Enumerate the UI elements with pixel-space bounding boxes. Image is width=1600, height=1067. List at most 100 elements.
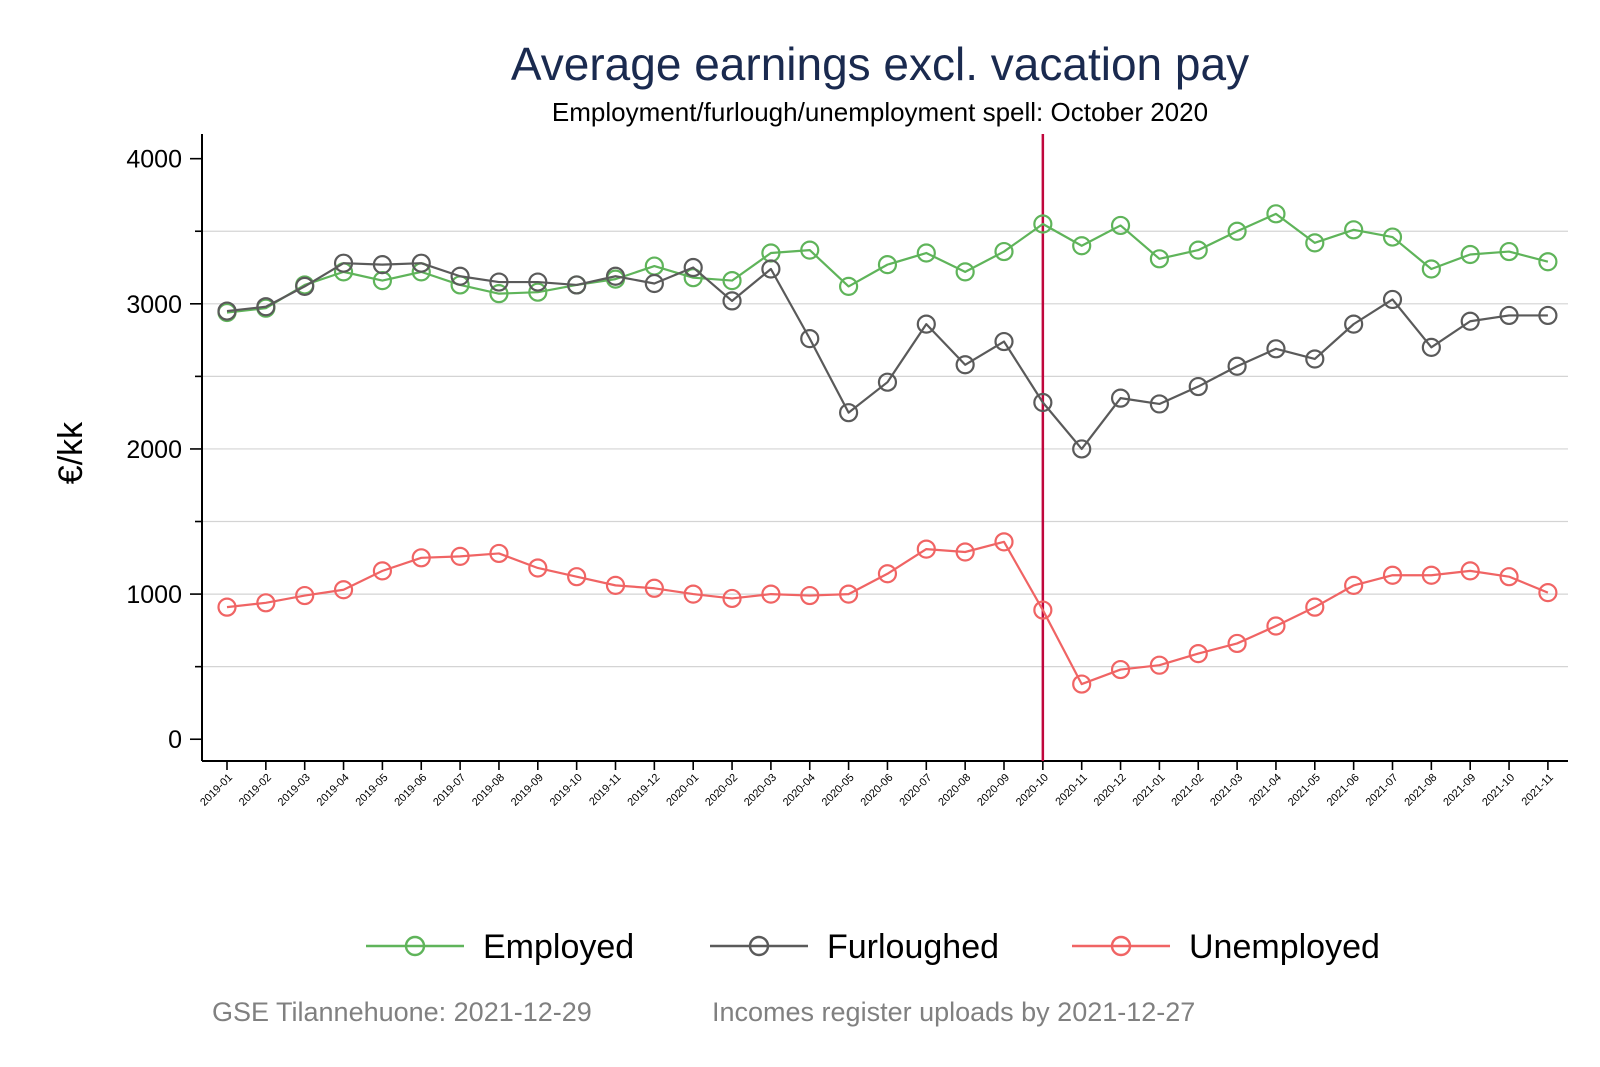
x-tick-label: 2020-02: [703, 772, 740, 809]
data-point: [838, 403, 859, 423]
data-point: [644, 273, 664, 294]
series-furloughed: [217, 253, 1558, 459]
data-point: [372, 255, 392, 275]
y-tick-label: 3000: [126, 291, 182, 319]
data-point: [1305, 597, 1325, 617]
series-line: [226, 212, 1549, 314]
data-point: [1538, 252, 1558, 272]
data-point: [1421, 259, 1441, 279]
data-point: [1266, 616, 1286, 636]
series-employed: [217, 204, 1558, 323]
x-tick-label: 2020-04: [781, 772, 818, 809]
x-tick-label: 2021-08: [1402, 772, 1439, 809]
legend-label: Furloughed: [827, 928, 999, 966]
data-point: [955, 262, 975, 282]
data-point: [838, 276, 859, 296]
data-point: [994, 532, 1014, 552]
chart-subtitle: Employment/furlough/unemployment spell: …: [552, 97, 1208, 127]
data-point: [683, 584, 703, 604]
data-point: [567, 567, 587, 587]
legend-swatch-marker: [404, 935, 426, 957]
data-point: [217, 597, 237, 617]
x-tick-label: 2021-09: [1441, 772, 1478, 809]
data-point: [295, 276, 315, 296]
data-point: [450, 546, 470, 566]
data-point: [1305, 349, 1325, 369]
data-point: [916, 243, 936, 263]
x-tick-label: 2019-05: [353, 772, 390, 809]
gridlines: [203, 230, 1568, 668]
data-point: [800, 240, 820, 260]
data-point: [683, 268, 703, 288]
footer-note-left: GSE Tilannehuone: 2021-12-29: [212, 997, 592, 1027]
y-tick-label: 4000: [126, 146, 182, 174]
data-point: [333, 580, 354, 600]
data-point: [605, 575, 626, 595]
data-point: [1499, 567, 1519, 587]
y-axis-label: €/kk: [52, 421, 90, 484]
data-point: [1382, 565, 1403, 585]
legend-swatch-marker: [748, 935, 770, 957]
x-tick-label: 2019-06: [392, 772, 429, 809]
data-point: [1266, 339, 1286, 359]
data-point: [1110, 659, 1131, 680]
data-point: [295, 585, 315, 606]
data-point: [761, 259, 781, 279]
data-point: [1149, 394, 1170, 414]
x-tick-label: 2021-06: [1325, 772, 1362, 809]
data-point: [1460, 244, 1480, 265]
data-point: [955, 355, 975, 375]
data-point: [1149, 655, 1170, 675]
data-point: [683, 257, 703, 278]
legend-label: Unemployed: [1189, 928, 1380, 966]
legend-item-unemployed: Unemployed: [1072, 928, 1380, 966]
data-point: [1110, 388, 1131, 408]
data-point: [1227, 221, 1247, 241]
x-tick-label: 2019-07: [431, 772, 468, 809]
data-point: [994, 241, 1014, 262]
data-point: [916, 314, 936, 334]
data-point: [489, 272, 509, 292]
x-tick-label: 2021-07: [1364, 772, 1401, 809]
data-point: [1072, 674, 1092, 694]
x-tick-label: 2021-05: [1286, 772, 1323, 809]
data-point: [1499, 241, 1519, 262]
data-point: [333, 253, 354, 273]
legend-label: Employed: [483, 928, 634, 966]
x-tick-label: 2020-12: [1092, 772, 1129, 809]
data-point: [838, 584, 859, 604]
data-point: [411, 253, 431, 273]
data-point: [722, 270, 742, 291]
x-tick-label: 2020-08: [936, 772, 973, 809]
x-tick-label: 2021-01: [1130, 772, 1167, 809]
data-point: [1460, 561, 1480, 581]
data-point: [1266, 204, 1286, 224]
x-tick-label: 2019-08: [470, 772, 507, 809]
data-point: [489, 284, 509, 304]
data-point: [1421, 565, 1441, 585]
x-tick-label: 2020-01: [664, 772, 701, 809]
x-tick-label: 2019-02: [237, 772, 274, 809]
data-point: [217, 301, 237, 321]
data-point: [528, 282, 548, 302]
data-point: [1188, 376, 1208, 397]
data-point: [411, 548, 431, 568]
data-point: [916, 539, 936, 559]
data-point: [1382, 227, 1403, 247]
y-tick-label: 0: [168, 726, 182, 754]
y-tick-label: 1000: [126, 581, 182, 609]
data-point: [1033, 214, 1053, 234]
data-point: [1344, 220, 1364, 240]
x-tick-label: 2019-01: [198, 772, 235, 809]
x-tick-label: 2019-12: [625, 772, 662, 809]
x-tick-label: 2020-05: [820, 772, 857, 809]
data-point: [955, 542, 975, 562]
data-point: [1382, 289, 1403, 310]
data-point: [877, 372, 898, 392]
data-point: [800, 329, 820, 349]
data-point: [994, 331, 1014, 352]
data-point: [1227, 356, 1247, 376]
series-line: [226, 540, 1549, 686]
chart-title: Average earnings excl. vacation pay: [511, 38, 1249, 90]
